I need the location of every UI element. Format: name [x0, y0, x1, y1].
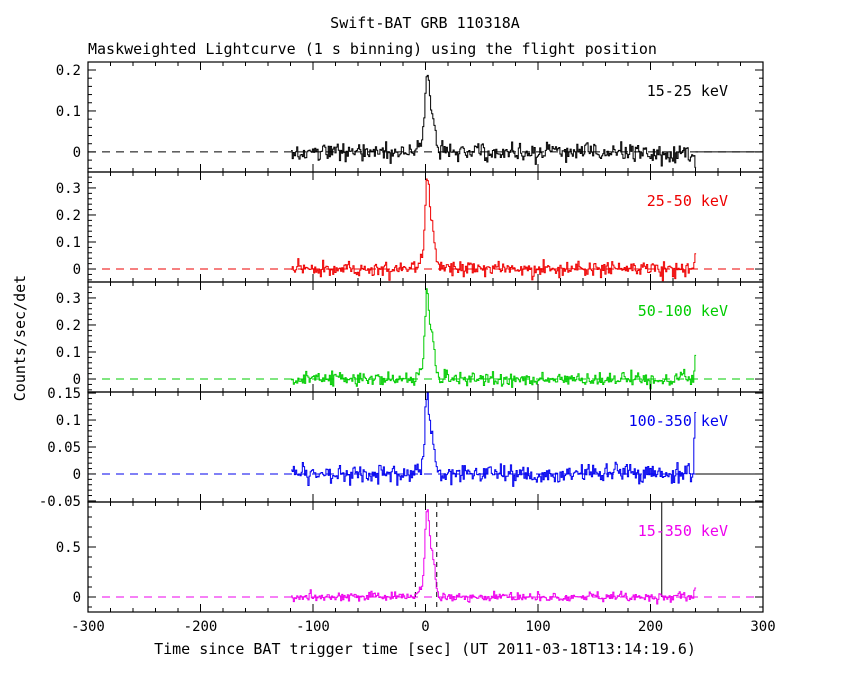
y-tick-label: 0.2	[56, 318, 81, 334]
y-tick-label: 0.05	[47, 440, 81, 456]
panel-frame	[87, 61, 764, 173]
y-tick-label: 0.5	[56, 540, 81, 556]
y-tick-label: 0	[73, 372, 81, 388]
panel-0	[88, 74, 763, 168]
x-tick-label: -200	[184, 619, 218, 635]
y-tick-label: 0	[73, 467, 81, 483]
x-tick-label: 100	[525, 619, 550, 635]
panel-frame	[87, 171, 764, 283]
y-tick-label: 0.3	[56, 291, 81, 307]
y-tick-label: 0.1	[56, 235, 81, 251]
x-tick-label: 300	[750, 619, 775, 635]
ticks-panel-3	[87, 392, 764, 502]
y-tick-label: 0.1	[56, 104, 81, 120]
y-tick-label: 0	[73, 590, 81, 606]
ticks-panel-0	[87, 62, 764, 172]
panel-1	[88, 178, 763, 282]
y-tick-label: 0.1	[56, 413, 81, 429]
lightcurve-trace	[291, 509, 697, 605]
x-axis-label: Time since BAT trigger time [sec] (UT 20…	[154, 640, 696, 658]
panel-frame	[87, 501, 764, 613]
panel-frame	[87, 281, 764, 393]
y-tick-label: 0.15	[47, 386, 81, 402]
y-tick-label: 0	[73, 262, 81, 278]
y-tick-label: 0.3	[56, 181, 81, 197]
y-tick-label: 0.2	[56, 208, 81, 224]
x-tick-label: -100	[296, 619, 330, 635]
energy-band-label: 100-350 keV	[629, 412, 728, 430]
x-tick-label: 200	[638, 619, 663, 635]
panel-frame	[87, 391, 764, 503]
panel-3	[88, 392, 763, 487]
y-tick-label: 0.1	[56, 345, 81, 361]
panel-2	[88, 288, 763, 390]
plot-title: Swift-BAT GRB 110318A	[330, 14, 520, 32]
x-tick-label: 0	[421, 619, 429, 635]
energy-band-label: 50-100 keV	[638, 302, 728, 320]
y-tick-label: 0	[73, 145, 81, 161]
plot-subtitle: Maskweighted Lightcurve (1 s binning) us…	[88, 40, 657, 58]
lightcurve-trace	[291, 74, 697, 168]
panel-4	[88, 502, 763, 612]
ticks-panel-1	[87, 172, 764, 282]
lightcurve-trace	[291, 392, 697, 487]
energy-band-label: 15-350 keV	[638, 522, 728, 540]
y-tick-label: -0.05	[39, 494, 81, 510]
energy-band-label: 15-25 keV	[647, 82, 728, 100]
ticks-panel-2	[87, 282, 764, 392]
lightcurve-trace	[291, 178, 697, 282]
energy-band-label: 25-50 keV	[647, 192, 728, 210]
lightcurve-trace	[291, 288, 697, 390]
x-tick-label: -300	[71, 619, 105, 635]
y-tick-label: 0.2	[56, 63, 81, 79]
